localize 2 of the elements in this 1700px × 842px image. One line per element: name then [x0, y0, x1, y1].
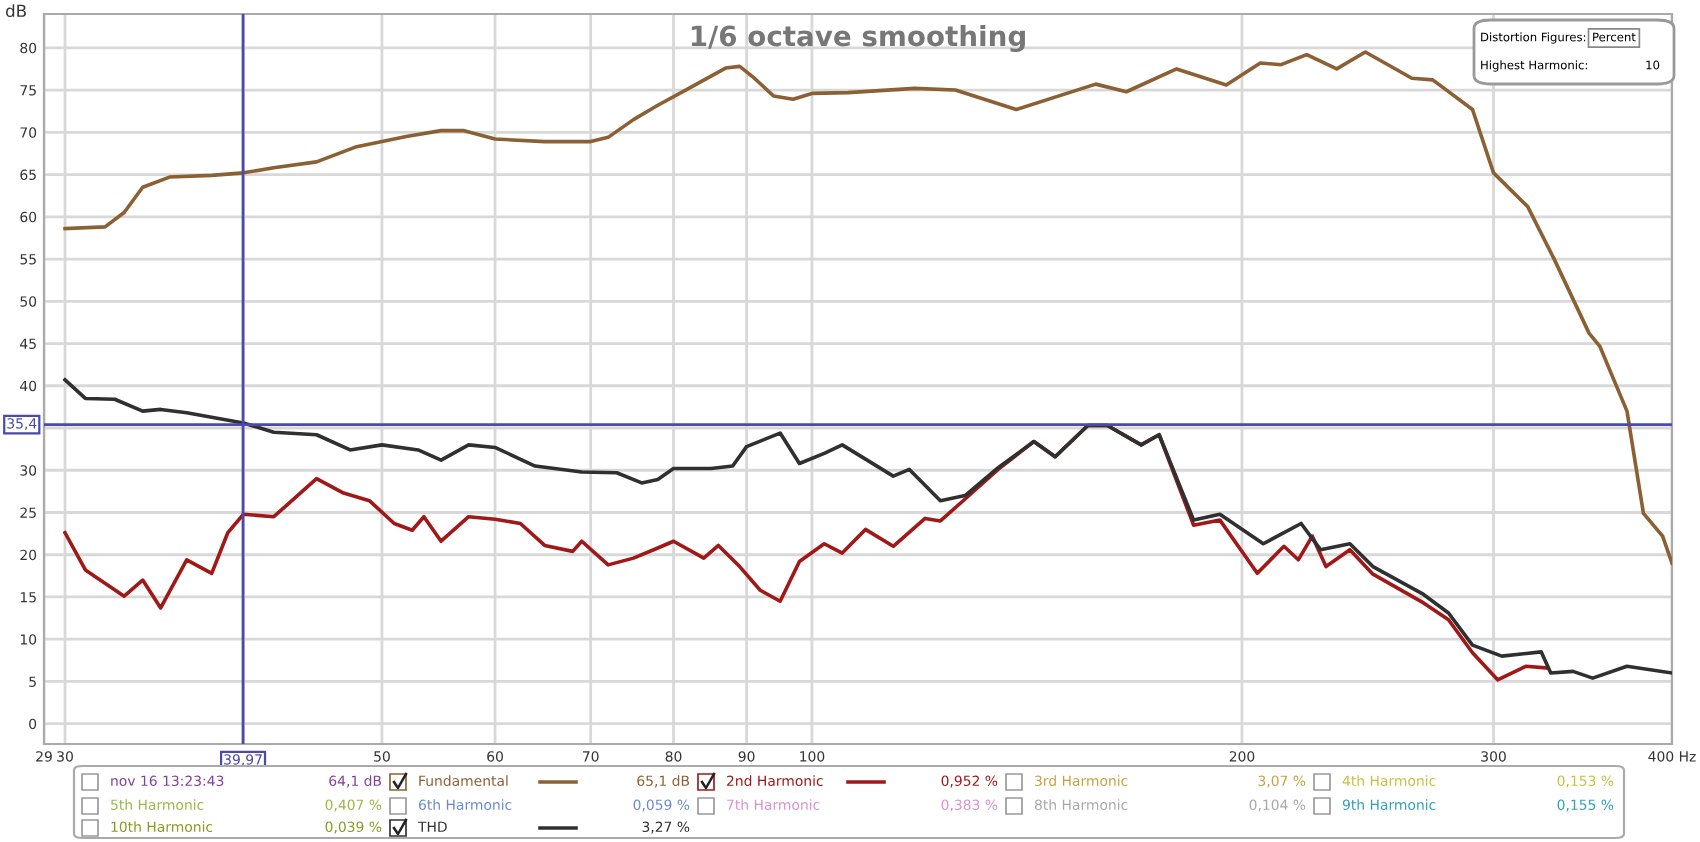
chart-title: 1/6 octave smoothing [691, 24, 1025, 53]
y-axis-title: dB [6, 4, 26, 18]
